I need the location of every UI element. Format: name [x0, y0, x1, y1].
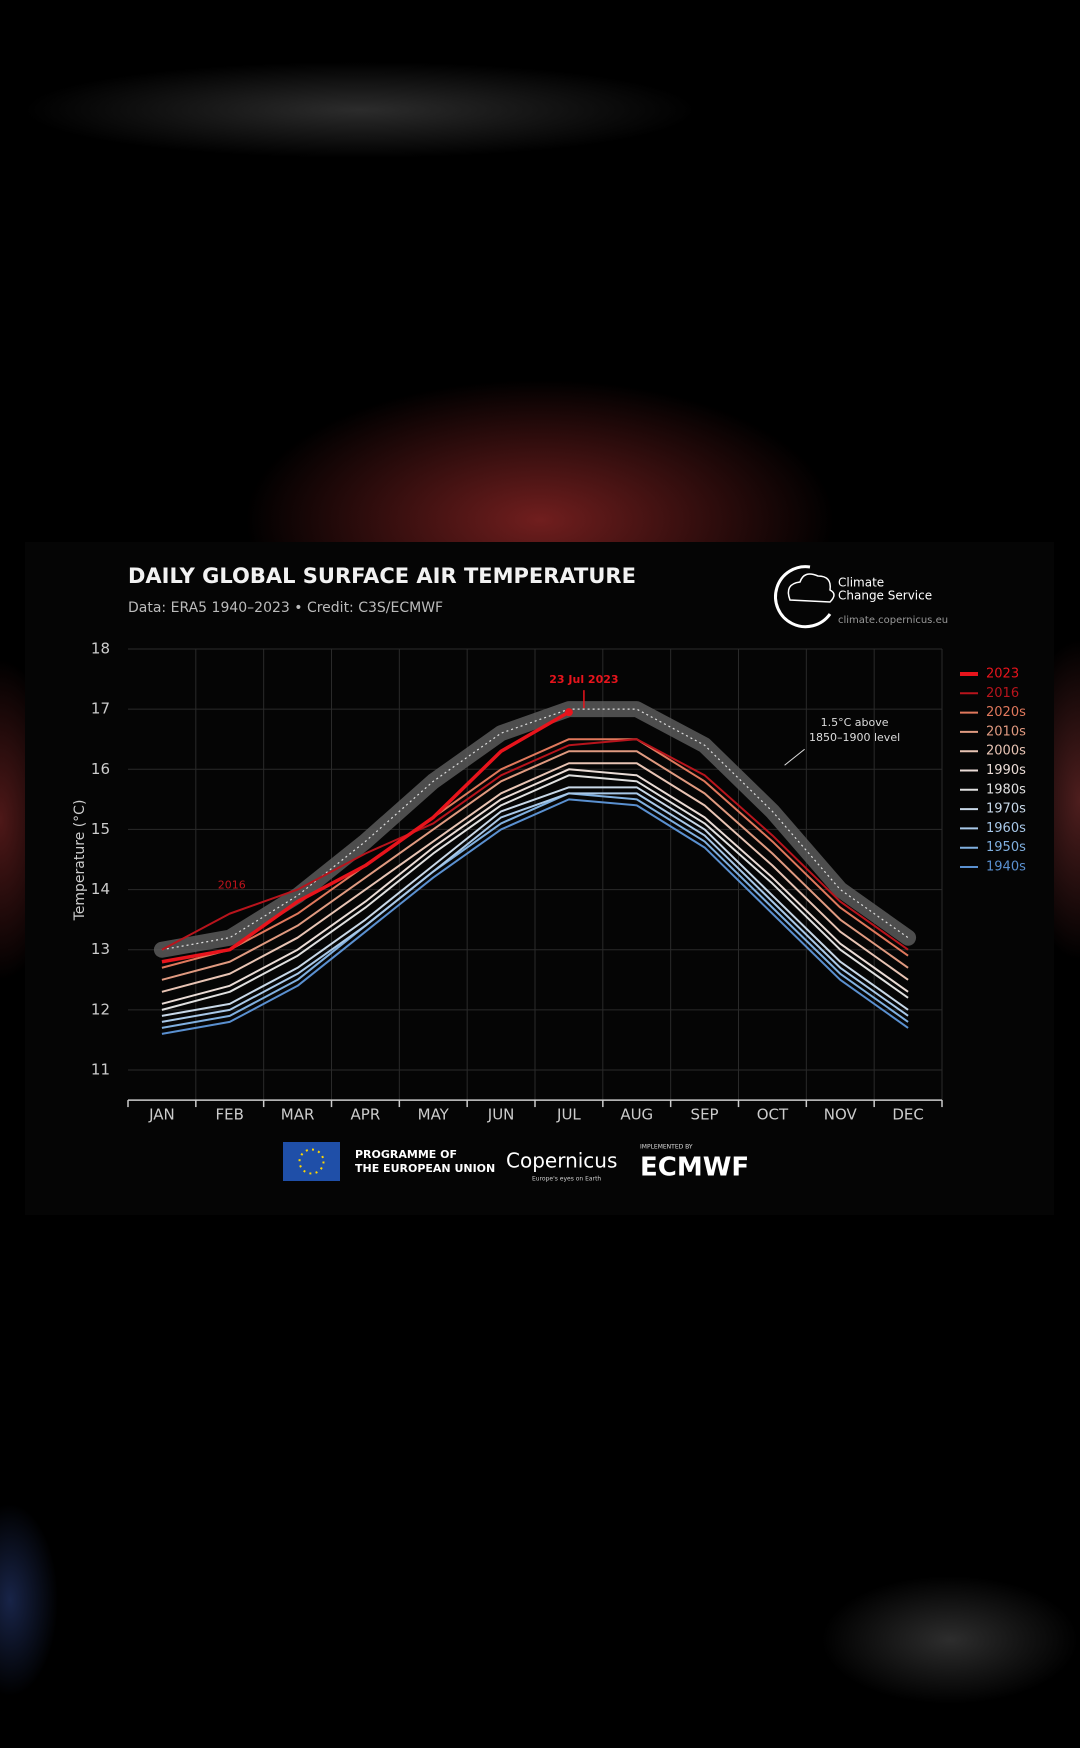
x-tick-label: JUN — [487, 1106, 515, 1124]
x-tick-label: JAN — [148, 1106, 175, 1124]
chart-title: DAILY GLOBAL SURFACE AIR TEMPERATURE — [128, 564, 636, 588]
series-line — [161, 792, 909, 1029]
eu-text: THE EUROPEAN UNION — [355, 1162, 495, 1175]
eu-stars — [298, 1148, 325, 1175]
y-tick-label: 11 — [91, 1061, 110, 1079]
legend-label: 1960s — [986, 821, 1026, 836]
legend-label: 2016 — [986, 686, 1019, 701]
y-axis-label: Temperature (°C) — [72, 800, 88, 922]
ecmwf-logo: ECMWF — [640, 1153, 749, 1183]
logo-url: climate.copernicus.eu — [838, 615, 948, 626]
x-tick-label: SEP — [691, 1106, 719, 1124]
x-tick-label: AUG — [620, 1106, 653, 1124]
y-tick-label: 18 — [91, 640, 110, 658]
series-line — [161, 792, 909, 1023]
y-tick-label: 15 — [91, 820, 110, 838]
css-logo: Climate Change Service climate.copernicu… — [774, 565, 948, 629]
eu-text: PROGRAMME OF — [355, 1148, 457, 1161]
legend-label: 1980s — [986, 782, 1026, 797]
series-line — [161, 798, 909, 1035]
band-label: 1850–1900 level — [809, 731, 900, 744]
x-tick-label: JUL — [556, 1106, 581, 1124]
series-line — [161, 738, 909, 951]
annotation-point — [564, 708, 573, 717]
x-tick-label: DEC — [892, 1106, 924, 1124]
x-tick-label: NOV — [824, 1106, 858, 1124]
legend-label: 1990s — [986, 763, 1026, 778]
band-label: 1.5°C above — [821, 716, 889, 729]
x-tick-label: MAR — [281, 1106, 315, 1124]
y-tick-label: 17 — [91, 700, 110, 718]
y-tick-label: 13 — [91, 940, 110, 958]
annotation: 23 Jul 2023 — [549, 673, 618, 686]
copernicus-tagline: Europe's eyes on Earth — [532, 1176, 601, 1183]
logo-cloud — [787, 573, 835, 603]
legend-label: 2020s — [986, 705, 1026, 720]
band-label-arrow — [784, 748, 805, 766]
series-line — [161, 710, 570, 964]
x-tick-label: MAY — [418, 1106, 450, 1124]
legend-label: 1940s — [986, 860, 1026, 875]
logo-arc — [774, 565, 832, 629]
series-line — [161, 762, 909, 993]
legend-label: 1970s — [986, 802, 1026, 817]
legend-label: 2010s — [986, 724, 1026, 739]
copernicus-logo: Copernicus — [506, 1149, 617, 1173]
eu-flag — [283, 1142, 340, 1181]
x-tick-label: FEB — [216, 1106, 244, 1124]
x-tick-label: APR — [351, 1106, 381, 1124]
chart-subtitle: Data: ERA5 1940–2023 • Credit: C3S/ECMWF — [128, 600, 443, 616]
x-tick-label: OCT — [757, 1106, 789, 1124]
series-line — [161, 738, 909, 969]
threshold-line — [161, 708, 909, 951]
series-line — [161, 750, 909, 981]
logo-text: Climate — [838, 576, 884, 590]
series-line — [161, 768, 909, 1005]
y-tick-label: 14 — [91, 880, 110, 898]
legend-label: 2023 — [986, 667, 1019, 682]
y-tick-label: 12 — [91, 1000, 110, 1018]
legend-label: 2000s — [986, 744, 1026, 759]
implemented-by: IMPLEMENTED BY — [640, 1144, 693, 1151]
series-line — [161, 786, 909, 1017]
logo-text: Change Service — [838, 589, 932, 603]
y-tick-label: 16 — [91, 760, 110, 778]
footer-logos: PROGRAMME OF THE EUROPEAN UNION Copernic… — [283, 1142, 749, 1183]
series-line — [161, 774, 909, 1011]
annotation: 2016 — [218, 879, 246, 892]
legend-label: 1950s — [986, 840, 1026, 855]
